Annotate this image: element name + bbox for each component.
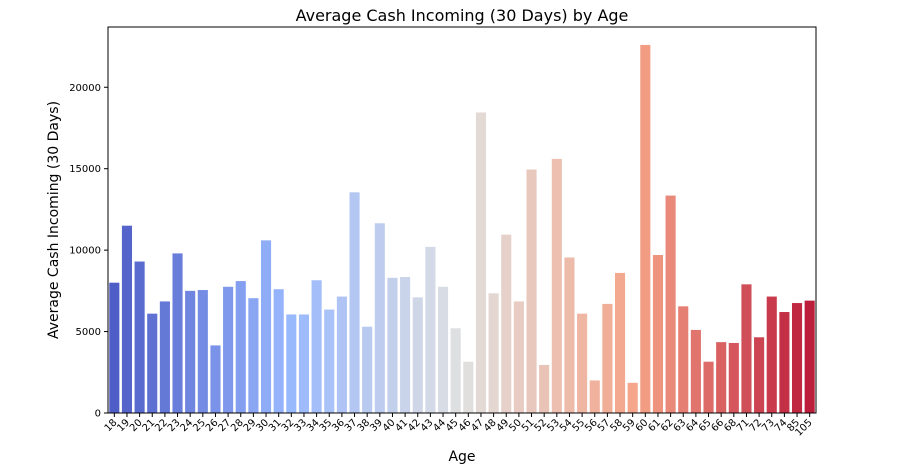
bar-21: [147, 313, 158, 413]
bar-35: [324, 309, 335, 413]
bar-85: [791, 303, 803, 413]
bar-64: [690, 329, 701, 413]
bar-25: [197, 290, 208, 413]
bar-62: [665, 195, 676, 413]
bar-50: [513, 301, 524, 413]
x-axis-label: Age: [448, 449, 475, 465]
bar-41: [400, 277, 411, 413]
bar-68: [728, 342, 739, 413]
bar-43: [425, 246, 436, 413]
bar-33: [298, 314, 310, 413]
bar-24: [185, 290, 196, 413]
y-tick-label: 5000: [76, 327, 101, 338]
bar-48: [488, 293, 499, 413]
bar-44: [437, 286, 449, 413]
bar-55: [577, 313, 588, 413]
bar-72: [754, 337, 765, 413]
bar-66: [716, 342, 727, 413]
bar-29: [248, 298, 259, 413]
y-tick-label: 15000: [69, 164, 101, 175]
bar-34: [311, 280, 322, 413]
bar-52: [539, 364, 550, 413]
bar-36: [336, 296, 347, 413]
bar-38: [362, 326, 373, 413]
bar-19: [121, 225, 133, 413]
bar-47: [475, 112, 487, 413]
bar-46: [463, 361, 474, 413]
bar-32: [286, 314, 297, 413]
bar-60: [640, 44, 651, 414]
bar-20: [134, 261, 145, 413]
bar-105: [804, 300, 815, 413]
bar-71: [741, 284, 752, 413]
y-tick-label: 20000: [69, 83, 101, 94]
bar-57: [602, 303, 613, 413]
bar-61: [652, 255, 664, 413]
bar-45: [450, 328, 461, 413]
bar-39: [374, 223, 385, 413]
bar-54: [564, 257, 575, 413]
bar-18: [109, 282, 120, 413]
y-ticks-group: 0 5000 10000 15000 20000: [69, 83, 108, 420]
bar-73: [766, 296, 777, 413]
bar-59: [627, 382, 638, 413]
bar-51: [526, 169, 537, 413]
bar-30: [260, 240, 272, 413]
plot-frame: [107, 26, 817, 414]
y-tick-label: 0: [95, 409, 101, 420]
bar-63: [678, 306, 689, 413]
bar-28: [235, 281, 246, 413]
bar-31: [273, 289, 284, 413]
x-ticks-group: 1819202122232425262728293031323334353637…: [103, 413, 815, 439]
y-tick-label: 10000: [69, 246, 101, 257]
bar-27: [223, 286, 234, 413]
bar-37: [349, 192, 360, 413]
bar-74: [779, 312, 790, 413]
bar-22: [159, 301, 170, 413]
bar-53: [551, 158, 562, 413]
bar-49: [501, 234, 512, 413]
bar-65: [703, 361, 714, 413]
bar-56: [589, 380, 600, 413]
bar-42: [412, 297, 423, 413]
bar-26: [210, 345, 221, 413]
bars-group: [109, 44, 815, 414]
bar-58: [614, 272, 626, 413]
chart-title: Average Cash Incoming (30 Days) by Age: [296, 6, 629, 25]
y-axis-label: Average Cash Incoming (30 Days): [46, 101, 62, 339]
bar-40: [387, 277, 398, 413]
bar-23: [172, 253, 183, 413]
